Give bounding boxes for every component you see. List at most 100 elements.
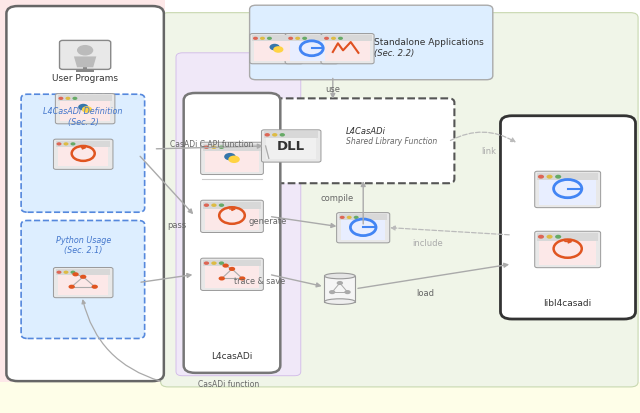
Circle shape bbox=[219, 277, 225, 281]
FancyBboxPatch shape bbox=[500, 116, 636, 319]
Text: Shared Library Function: Shared Library Function bbox=[346, 137, 437, 146]
FancyBboxPatch shape bbox=[285, 34, 339, 64]
Circle shape bbox=[80, 275, 86, 279]
FancyBboxPatch shape bbox=[321, 34, 374, 64]
Circle shape bbox=[269, 45, 280, 51]
Bar bbox=[58, 275, 108, 295]
Bar bbox=[339, 215, 387, 221]
Circle shape bbox=[331, 38, 336, 41]
Circle shape bbox=[264, 134, 270, 137]
Text: L4CasADi Definition: L4CasADi Definition bbox=[44, 107, 123, 116]
FancyBboxPatch shape bbox=[259, 99, 454, 184]
Text: include: include bbox=[412, 238, 443, 247]
FancyBboxPatch shape bbox=[161, 14, 638, 387]
Text: User Programs: User Programs bbox=[52, 74, 118, 83]
FancyBboxPatch shape bbox=[250, 6, 493, 81]
Circle shape bbox=[204, 262, 209, 265]
Circle shape bbox=[272, 134, 278, 137]
Bar bbox=[204, 145, 261, 151]
FancyBboxPatch shape bbox=[60, 41, 111, 70]
Bar bbox=[58, 96, 113, 102]
Circle shape bbox=[354, 216, 358, 219]
Circle shape bbox=[70, 271, 76, 274]
Bar bbox=[538, 173, 598, 181]
Text: CasADi function: CasADi function bbox=[198, 379, 260, 388]
Bar bbox=[326, 42, 370, 62]
Circle shape bbox=[295, 38, 300, 41]
FancyBboxPatch shape bbox=[176, 54, 301, 376]
Circle shape bbox=[547, 235, 553, 239]
Ellipse shape bbox=[324, 273, 355, 279]
Circle shape bbox=[273, 47, 284, 54]
Circle shape bbox=[56, 143, 61, 146]
Text: Python Usage: Python Usage bbox=[56, 235, 111, 244]
Circle shape bbox=[538, 235, 544, 239]
FancyBboxPatch shape bbox=[262, 131, 321, 163]
Text: L4CasADi: L4CasADi bbox=[346, 127, 385, 136]
Bar bbox=[83, 67, 87, 72]
Bar bbox=[540, 181, 596, 205]
Text: (Sec. 2): (Sec. 2) bbox=[68, 117, 99, 126]
Circle shape bbox=[219, 146, 224, 150]
FancyBboxPatch shape bbox=[21, 95, 145, 213]
Bar bbox=[538, 233, 598, 241]
FancyBboxPatch shape bbox=[6, 7, 164, 381]
Text: compile: compile bbox=[321, 194, 354, 203]
Ellipse shape bbox=[324, 299, 355, 305]
Circle shape bbox=[70, 143, 76, 146]
Circle shape bbox=[204, 204, 209, 207]
Circle shape bbox=[211, 146, 216, 150]
Polygon shape bbox=[74, 57, 97, 68]
Circle shape bbox=[253, 38, 258, 41]
Circle shape bbox=[340, 216, 345, 219]
Circle shape bbox=[72, 273, 79, 277]
Text: L4casADi: L4casADi bbox=[211, 351, 253, 361]
Bar bbox=[0, 0, 165, 413]
Bar bbox=[205, 209, 259, 230]
FancyBboxPatch shape bbox=[21, 221, 145, 339]
Circle shape bbox=[347, 216, 352, 219]
Text: (Sec. 2.2): (Sec. 2.2) bbox=[374, 49, 415, 58]
Circle shape bbox=[302, 38, 307, 41]
Circle shape bbox=[56, 271, 61, 274]
Bar bbox=[253, 36, 301, 42]
Circle shape bbox=[82, 107, 92, 114]
Circle shape bbox=[211, 204, 216, 207]
Text: trace & save: trace & save bbox=[234, 276, 285, 285]
Circle shape bbox=[92, 285, 98, 289]
Circle shape bbox=[267, 38, 272, 41]
Circle shape bbox=[260, 38, 265, 41]
Bar bbox=[204, 202, 261, 209]
Bar bbox=[266, 139, 317, 160]
Text: load: load bbox=[417, 289, 435, 298]
Circle shape bbox=[211, 262, 216, 265]
FancyBboxPatch shape bbox=[54, 140, 113, 170]
Circle shape bbox=[219, 204, 224, 207]
FancyBboxPatch shape bbox=[56, 94, 115, 125]
Bar bbox=[76, 71, 94, 73]
Bar bbox=[324, 276, 355, 302]
Circle shape bbox=[68, 285, 75, 289]
Bar bbox=[205, 267, 259, 288]
Text: use: use bbox=[325, 85, 340, 94]
Bar bbox=[205, 151, 259, 172]
Text: CasADi C API function: CasADi C API function bbox=[170, 140, 253, 149]
FancyBboxPatch shape bbox=[535, 232, 600, 268]
Circle shape bbox=[223, 264, 229, 268]
Bar bbox=[255, 42, 298, 62]
Bar bbox=[264, 132, 319, 139]
Bar bbox=[290, 42, 334, 62]
Circle shape bbox=[78, 104, 88, 111]
Bar bbox=[0, 382, 640, 413]
FancyBboxPatch shape bbox=[184, 94, 280, 373]
Bar bbox=[540, 241, 596, 265]
Circle shape bbox=[77, 46, 93, 57]
Circle shape bbox=[344, 290, 351, 294]
Circle shape bbox=[228, 156, 240, 164]
Bar bbox=[58, 147, 108, 167]
Bar bbox=[204, 260, 261, 267]
FancyBboxPatch shape bbox=[201, 143, 264, 175]
Circle shape bbox=[555, 175, 561, 179]
Text: libl4casadi: libl4casadi bbox=[543, 298, 592, 307]
Bar bbox=[60, 102, 110, 122]
